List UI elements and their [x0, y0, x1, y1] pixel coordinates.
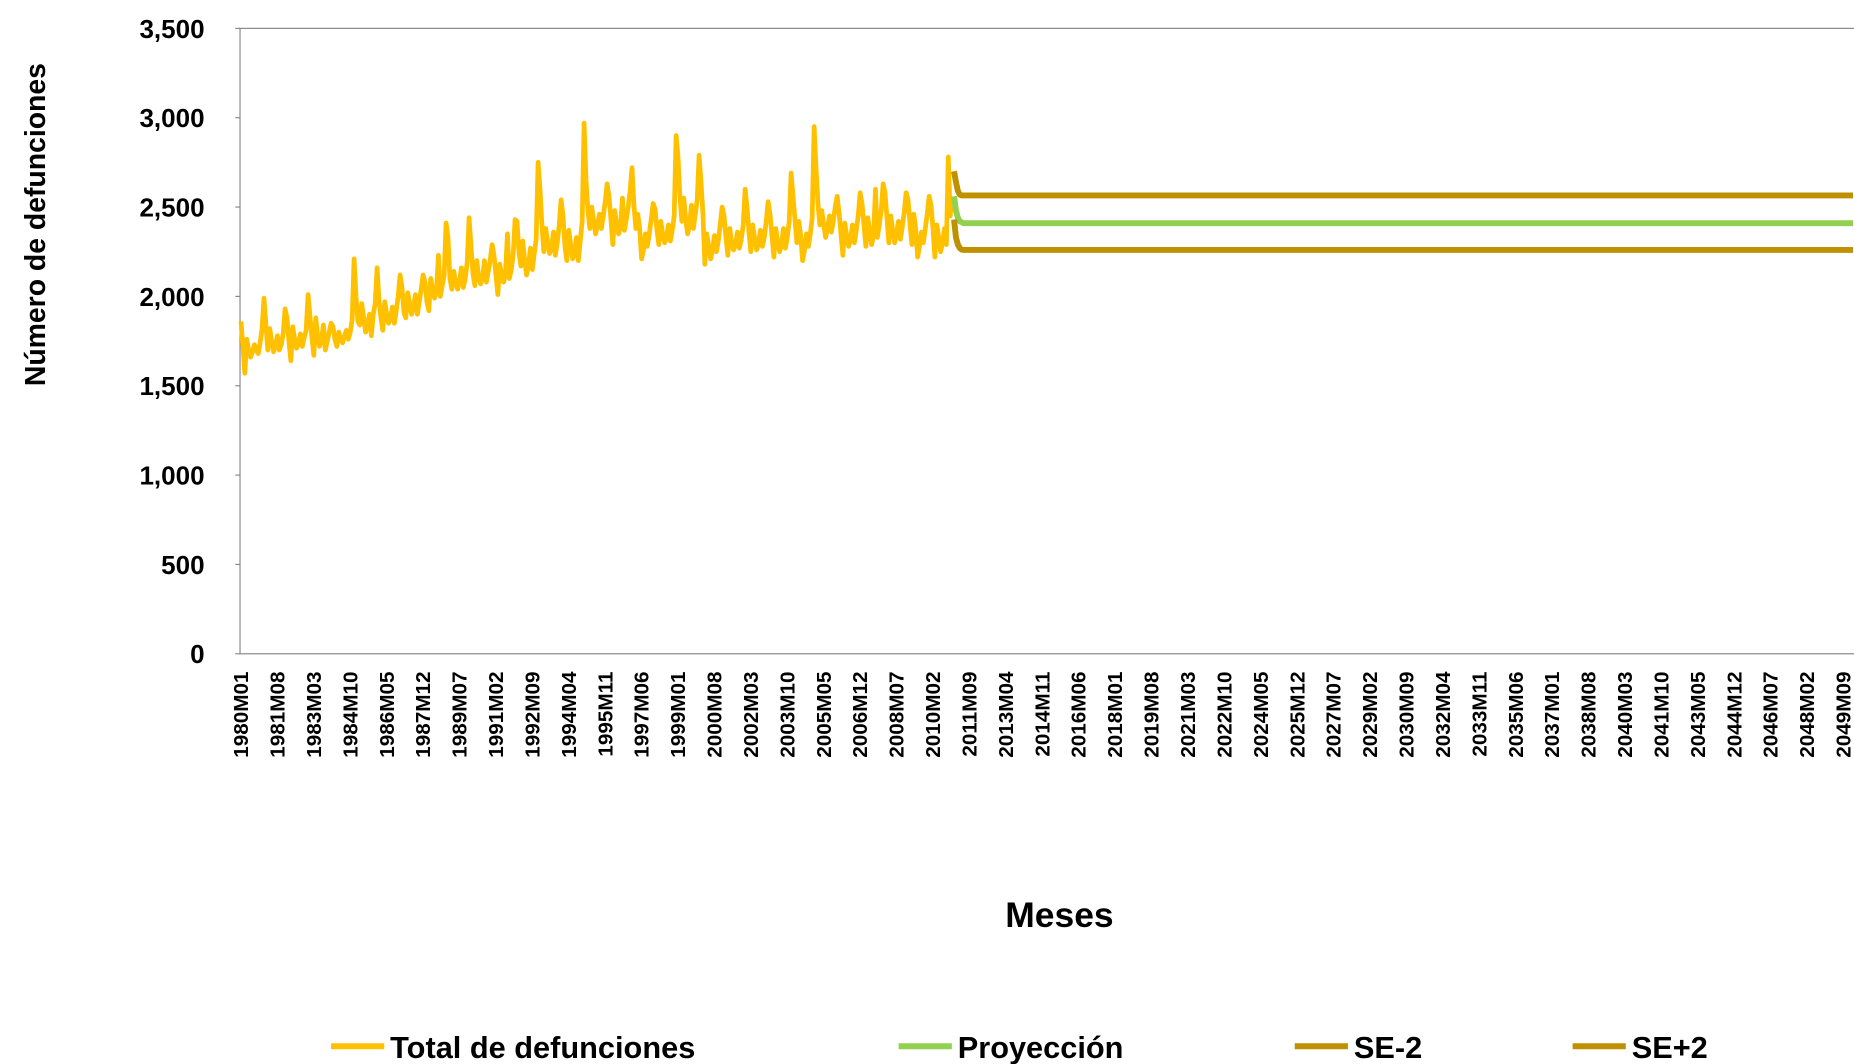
x-tick-label: 2037M01: [1541, 672, 1564, 758]
x-tick-label: 1999M01: [667, 672, 690, 758]
x-tick-label: 2040M03: [1614, 672, 1637, 758]
y-tick-label: 2,000: [139, 282, 204, 312]
x-tick-label: 2032M04: [1432, 671, 1455, 758]
x-tick-label: 2025M12: [1286, 672, 1309, 758]
x-tick-label: 1994M04: [558, 671, 581, 758]
y-tick-label: 500: [161, 550, 204, 580]
legend-label: Total de defunciones: [390, 1030, 695, 1064]
x-tick-label: 2029M02: [1359, 672, 1382, 758]
x-tick-label: 2033M11: [1468, 672, 1491, 757]
x-tick-label: 2003M10: [776, 672, 799, 758]
x-tick-label: 2000M08: [704, 672, 727, 758]
x-tick-label: 2006M12: [849, 672, 872, 758]
x-tick-label: 1991M02: [485, 672, 508, 758]
x-tick-label: 2010M02: [922, 672, 945, 758]
x-tick-label: 2016M06: [1068, 672, 1091, 758]
legend-label: Proyección: [958, 1030, 1124, 1064]
x-tick-label: 2019M08: [1141, 672, 1164, 758]
x-tick-label: 1983M03: [303, 672, 326, 758]
series-line: [951, 195, 1854, 227]
y-tick-label: 1,500: [139, 371, 204, 401]
x-tick-label: 2048M02: [1796, 672, 1819, 758]
x-tick-label: 2018M01: [1104, 672, 1127, 758]
x-tick-label: 2046M07: [1760, 672, 1783, 758]
x-tick-label: 2043M05: [1687, 672, 1710, 758]
x-tick-label: 1980M01: [230, 672, 253, 758]
x-tick-label: 1987M12: [412, 672, 435, 758]
y-tick-label: 1,000: [139, 461, 204, 491]
x-tick-label: 2005M05: [813, 672, 836, 758]
x-tick-label: 2027M07: [1323, 672, 1346, 758]
x-tick-label: 2049M09: [1833, 672, 1854, 758]
x-tick-label: 2013M04: [995, 671, 1018, 758]
x-tick-label: 2021M03: [1177, 672, 1200, 758]
x-tick-label: 1989M07: [449, 672, 472, 758]
x-tick-label: 1997M06: [631, 672, 654, 758]
x-tick-label: 2044M12: [1723, 672, 1746, 758]
x-tick-label: 1992M09: [521, 672, 544, 758]
x-tick-label: 1981M08: [266, 672, 289, 758]
x-tick-label: 1984M10: [339, 672, 362, 758]
legend-label: SE+2: [1632, 1030, 1708, 1064]
x-tick-label: 2014M11: [1031, 672, 1054, 757]
x-axis-title: Meses: [1005, 895, 1113, 935]
x-tick-label: 2011M09: [958, 672, 981, 757]
x-tick-label: 2024M05: [1250, 672, 1273, 758]
x-tick-label: 2002M03: [740, 672, 763, 758]
x-tick-label: 2022M10: [1213, 672, 1236, 758]
x-tick-label: 2008M07: [886, 672, 909, 758]
y-axis-title: Número de defunciones: [20, 63, 52, 386]
series-line: [951, 170, 1854, 199]
x-tick-label: 2030M09: [1396, 672, 1419, 758]
y-tick-label: 3,500: [139, 14, 204, 44]
plot-frame: [239, 27, 1854, 655]
x-tick-label: 1995M11: [594, 672, 617, 757]
x-tick-label: 2038M08: [1578, 672, 1601, 758]
legend-label: SE-2: [1354, 1030, 1422, 1064]
y-tick-label: 0: [190, 639, 204, 669]
x-tick-label: 2035M06: [1505, 672, 1528, 758]
x-tick-label: 1986M05: [376, 672, 399, 758]
y-tick-label: 3,000: [139, 103, 204, 133]
x-tick-label: 2041M10: [1650, 672, 1673, 758]
series-line: [951, 219, 1854, 253]
y-tick-label: 2,500: [139, 193, 204, 223]
series-line: [238, 120, 955, 376]
